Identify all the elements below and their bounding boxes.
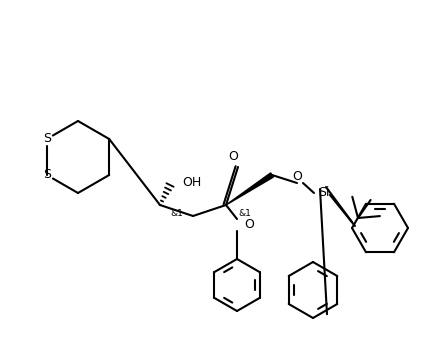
Text: &1: &1 <box>238 209 251 218</box>
Text: S: S <box>43 168 51 181</box>
Text: O: O <box>244 219 254 232</box>
Text: &1: &1 <box>170 209 183 218</box>
Text: O: O <box>292 169 302 182</box>
Text: O: O <box>228 151 238 164</box>
Text: OH: OH <box>182 176 201 189</box>
Text: S: S <box>43 132 51 146</box>
Polygon shape <box>226 173 273 205</box>
Text: Si: Si <box>318 186 330 199</box>
